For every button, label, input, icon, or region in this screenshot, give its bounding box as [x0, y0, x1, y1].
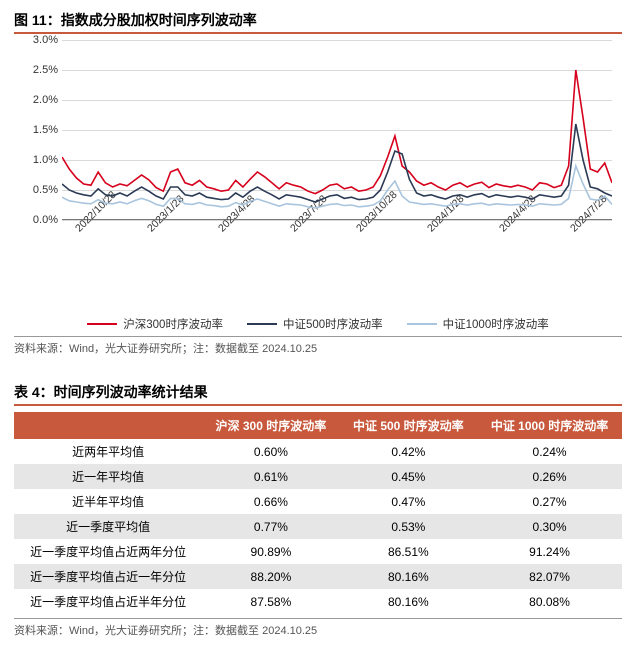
- table-cell: 0.60%: [202, 439, 339, 464]
- table-cell: 近一季度平均值占近半年分位: [14, 589, 202, 614]
- table-row: 近一季度平均值占近半年分位87.58%80.16%80.08%: [14, 589, 622, 614]
- table-cell: 0.30%: [477, 514, 622, 539]
- table-cell: 90.89%: [202, 539, 339, 564]
- y-axis-label: 1.0%: [18, 154, 58, 166]
- series-line: [62, 70, 612, 194]
- table-cell: 0.42%: [340, 439, 477, 464]
- table-cell: 0.45%: [340, 464, 477, 489]
- chart-lines: [62, 40, 612, 220]
- legend-label: 中证1000时序波动率: [443, 316, 549, 332]
- table-cell: 80.16%: [340, 564, 477, 589]
- y-axis-label: 1.5%: [18, 124, 58, 136]
- table-cell: 88.20%: [202, 564, 339, 589]
- table-cell: 0.47%: [340, 489, 477, 514]
- table-header-cell: [14, 412, 202, 439]
- table-cell: 近一季度平均值占近两年分位: [14, 539, 202, 564]
- chart-area: 0.0%0.5%1.0%1.5%2.0%2.5%3.0%2022/10/2820…: [14, 40, 622, 270]
- table-title-underline: [14, 404, 622, 406]
- legend-swatch: [87, 323, 117, 325]
- chart-plot: 0.0%0.5%1.0%1.5%2.0%2.5%3.0%2022/10/2820…: [62, 40, 612, 220]
- table-row: 近一季度平均值0.77%0.53%0.30%: [14, 514, 622, 539]
- legend-item: 中证1000时序波动率: [407, 316, 549, 332]
- table-cell: 0.53%: [340, 514, 477, 539]
- y-axis-label: 2.0%: [18, 94, 58, 106]
- table-cell: 86.51%: [340, 539, 477, 564]
- table-cell: 近一季度平均值占近一年分位: [14, 564, 202, 589]
- series-line: [62, 166, 612, 208]
- series-line: [62, 124, 612, 202]
- table-cell: 91.24%: [477, 539, 622, 564]
- table-header-cell: 中证 500 时序波动率: [340, 412, 477, 439]
- table-body: 近两年平均值0.60%0.42%0.24%近一年平均值0.61%0.45%0.2…: [14, 439, 622, 614]
- table-cell: 0.77%: [202, 514, 339, 539]
- table-title: 表 4：时间序列波动率统计结果: [14, 382, 622, 402]
- legend-swatch: [407, 323, 437, 325]
- legend-swatch: [247, 323, 277, 325]
- table-row: 近一季度平均值占近两年分位90.89%86.51%91.24%: [14, 539, 622, 564]
- table-row: 近一年平均值0.61%0.45%0.26%: [14, 464, 622, 489]
- table-cell: 0.61%: [202, 464, 339, 489]
- legend-item: 沪深300时序波动率: [87, 316, 223, 332]
- table-header-cell: 沪深 300 时序波动率: [202, 412, 339, 439]
- table-cell: 82.07%: [477, 564, 622, 589]
- legend-label: 沪深300时序波动率: [123, 316, 223, 332]
- y-axis-label: 0.0%: [18, 214, 58, 226]
- table-cell: 近半年平均值: [14, 489, 202, 514]
- table-cell: 近两年平均值: [14, 439, 202, 464]
- table-cell: 80.16%: [340, 589, 477, 614]
- figure-source: 资料来源：Wind，光大证券研究所；注：数据截至 2024.10.25: [14, 336, 622, 356]
- legend-label: 中证500时序波动率: [283, 316, 383, 332]
- chart-legend: 沪深300时序波动率 中证500时序波动率 中证1000时序波动率: [14, 316, 622, 332]
- table-row: 近半年平均值0.66%0.47%0.27%: [14, 489, 622, 514]
- figure-title: 图 11：指数成分股加权时间序列波动率: [14, 10, 622, 30]
- table-cell: 近一季度平均值: [14, 514, 202, 539]
- legend-item: 中证500时序波动率: [247, 316, 383, 332]
- table-row: 近两年平均值0.60%0.42%0.24%: [14, 439, 622, 464]
- table-cell: 0.27%: [477, 489, 622, 514]
- figure-title-underline: [14, 32, 622, 34]
- table-header-row: 沪深 300 时序波动率中证 500 时序波动率中证 1000 时序波动率: [14, 412, 622, 439]
- gridline: [62, 220, 612, 221]
- table-cell: 87.58%: [202, 589, 339, 614]
- y-axis-label: 0.5%: [18, 184, 58, 196]
- table-cell: 近一年平均值: [14, 464, 202, 489]
- table-cell: 0.26%: [477, 464, 622, 489]
- y-axis-label: 3.0%: [18, 34, 58, 46]
- table-cell: 0.66%: [202, 489, 339, 514]
- table-row: 近一季度平均值占近一年分位88.20%80.16%82.07%: [14, 564, 622, 589]
- table-source: 资料来源：Wind，光大证券研究所；注：数据截至 2024.10.25: [14, 618, 622, 638]
- table-cell: 80.08%: [477, 589, 622, 614]
- y-axis-label: 2.5%: [18, 64, 58, 76]
- table-header-cell: 中证 1000 时序波动率: [477, 412, 622, 439]
- stats-table: 沪深 300 时序波动率中证 500 时序波动率中证 1000 时序波动率 近两…: [14, 412, 622, 614]
- table-cell: 0.24%: [477, 439, 622, 464]
